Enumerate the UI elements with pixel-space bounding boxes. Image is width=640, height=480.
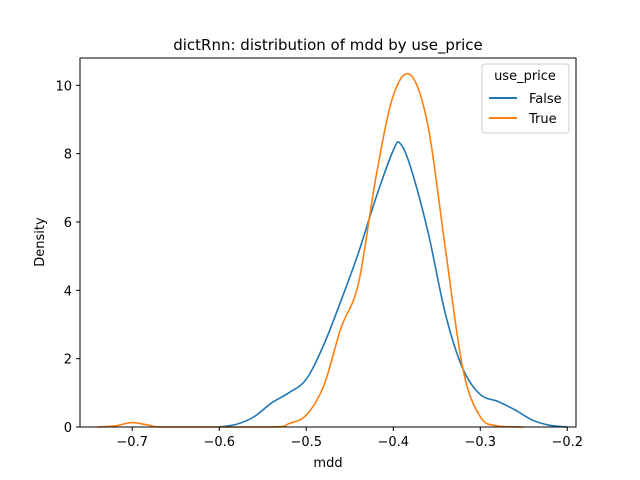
plot-lines (97, 72, 568, 428)
series-line-false (219, 141, 568, 428)
legend-title: use_price (494, 69, 556, 84)
legend-label-true: True (528, 112, 557, 127)
x-axis-label: mdd (313, 456, 342, 471)
x-axis: −0.7 −0.6 −0.5 −0.4 −0.3 −0.2 (116, 427, 583, 450)
y-tick-label: 4 (64, 284, 72, 299)
x-tick-label: −0.7 (116, 435, 148, 450)
legend-label-false: False (529, 92, 562, 107)
y-tick-label: 6 (64, 216, 72, 231)
x-tick-label: −0.3 (464, 435, 496, 450)
plot-frame (79, 57, 577, 428)
y-axis: 0 2 4 6 8 10 (55, 79, 80, 436)
x-tick-label: −0.5 (290, 435, 322, 450)
x-tick-label: −0.2 (552, 435, 584, 450)
y-tick-label: 0 (64, 421, 72, 436)
x-tick-label: −0.4 (377, 435, 409, 450)
y-axis-label: Density (33, 217, 48, 267)
series-line-true (97, 72, 524, 428)
y-tick-label: 10 (55, 79, 72, 94)
chart-title: dictRnn: distribution of mdd by use_pric… (173, 36, 483, 55)
legend: use_price False True (481, 63, 570, 134)
x-tick-label: −0.6 (203, 435, 235, 450)
y-tick-label: 2 (64, 353, 72, 368)
legend-box (481, 63, 570, 134)
y-tick-label: 8 (64, 148, 72, 163)
